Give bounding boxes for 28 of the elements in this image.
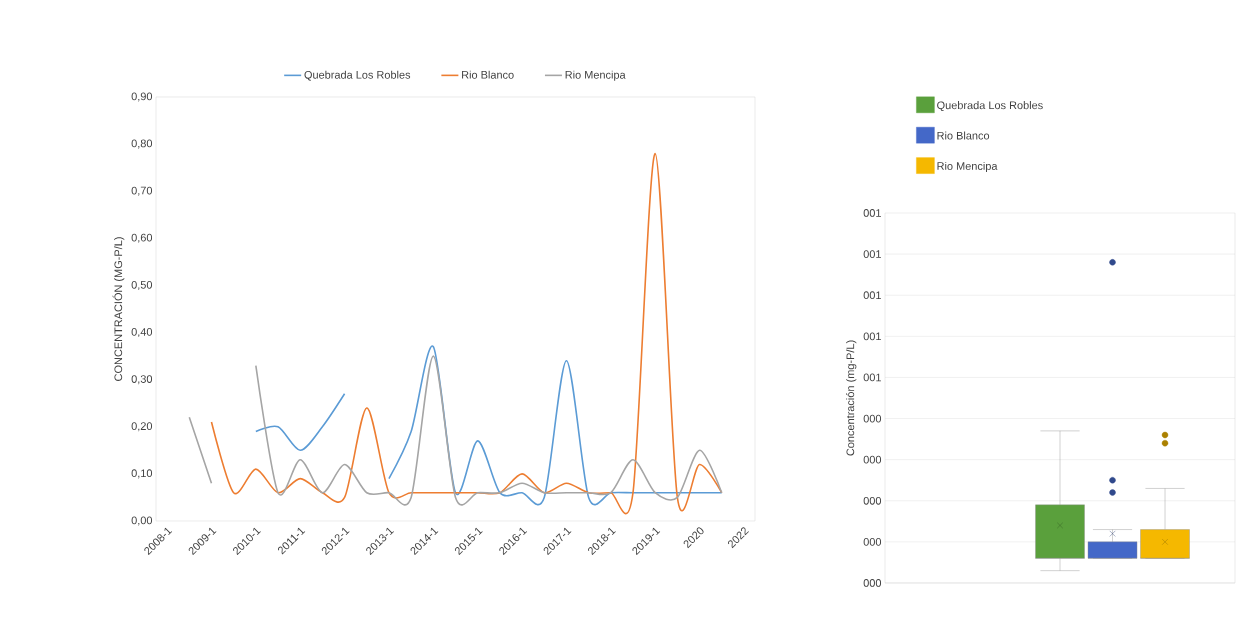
y-tick-label: 0,30 — [131, 375, 153, 385]
y-tick-label: 0,80 — [131, 139, 153, 149]
y-tick-label: 0,40 — [131, 328, 153, 338]
y-tick-label: 000 — [863, 455, 882, 464]
legend-label: Rio Mencipa — [937, 161, 998, 173]
y-tick-label: 001 — [863, 332, 881, 341]
y-tick-label: 0,90 — [131, 92, 153, 102]
legend-label: Rio Blanco — [937, 131, 990, 140]
y-tick-label: 000 — [863, 414, 882, 423]
y-axis-title: Concentración (mg-P/L) — [846, 340, 857, 456]
y-tick-label: 000 — [863, 538, 882, 546]
legend-label: Quebrada Los Robles — [304, 70, 411, 81]
y-tick-label: 000 — [863, 496, 882, 505]
y-tick-label: 0,10 — [131, 469, 153, 479]
y-tick-label: 000 — [863, 579, 882, 587]
y-tick-label: 0,50 — [131, 280, 153, 290]
y-tick-label: 001 — [863, 209, 881, 217]
legend-label: Rio Mencipa — [565, 70, 626, 81]
y-tick-label: 001 — [863, 291, 881, 300]
y-tick-label: 0,60 — [131, 233, 153, 243]
y-tick-label: 0,00 — [131, 516, 153, 526]
y-tick-label: 0,20 — [131, 422, 153, 432]
legend-label: Rio Blanco — [462, 70, 514, 79]
y-tick-label: 001 — [863, 373, 881, 382]
y-tick-label: 0,70 — [131, 186, 153, 196]
y-axis-title: CONCENTRACIÓN (MG-P/L) — [112, 237, 125, 381]
legend-label: Quebrada Los Robles — [937, 101, 1043, 112]
y-tick-label: 001 — [863, 250, 881, 258]
